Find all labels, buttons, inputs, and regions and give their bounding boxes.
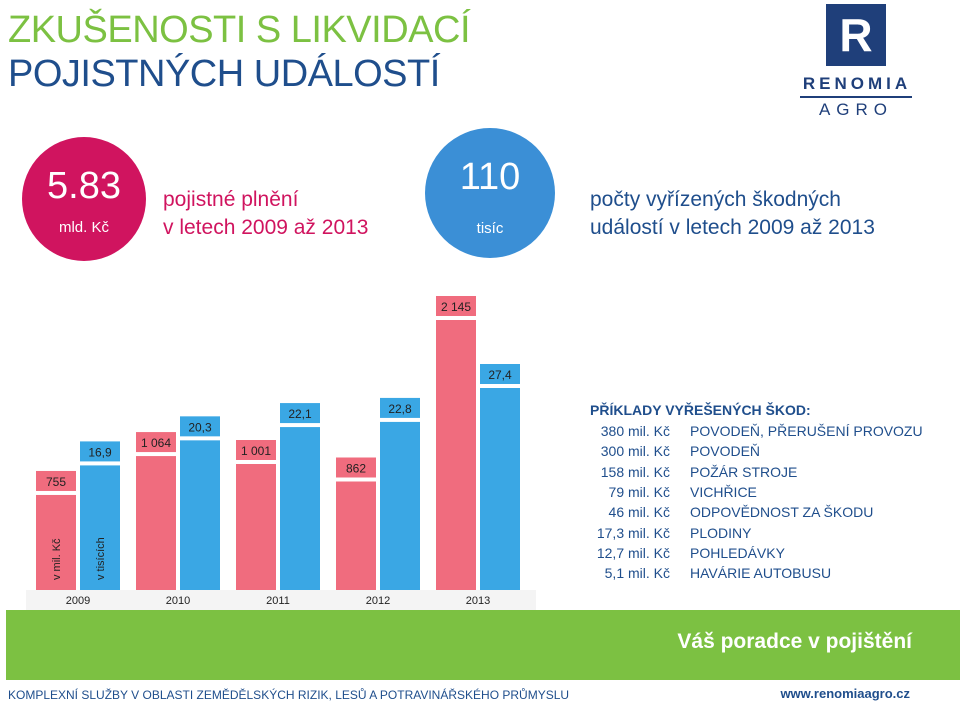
bar-payout-label-box	[236, 440, 276, 460]
example-amount: 79 mil. Kč	[608, 483, 670, 500]
x-tick-label: 2011	[266, 595, 290, 607]
payout-unit: mld. Kč	[58, 219, 109, 236]
bar-claims	[80, 465, 120, 590]
bar-claims-label-box	[480, 364, 520, 384]
example-amount: 300 mil. Kč	[600, 443, 670, 460]
services-text: KOMPLEXNÍ SLUŽBY V OBLASTI ZEMĚDĚLSKÝCH …	[8, 688, 570, 702]
example-description: PLODINY	[690, 524, 752, 541]
example-description: POVODEŇ, PŘERUŠENÍ PROVOZU	[690, 423, 923, 439]
bar-payout	[336, 481, 376, 590]
x-tick-label: 2012	[366, 595, 390, 607]
example-row: 300 mil. Kč POVODEŇ	[560, 443, 960, 463]
example-amount: 158 mil. Kč	[600, 463, 670, 480]
example-amount: 12,7 mil. Kč	[596, 544, 670, 561]
bar-payout-label-box	[436, 296, 476, 316]
example-row: 12,7 mil. Kč POHLEDÁVKY	[560, 545, 960, 565]
example-amount: 380 mil. Kč	[600, 423, 670, 439]
page-title: ZKUŠENOSTI S LIKVIDACÍ POJISTNÝCH UDÁLOS…	[8, 8, 471, 96]
example-row: 5,1 mil. Kč HAVÁRIE AUTOBUSU	[560, 565, 960, 585]
bar-payout-label-box	[136, 432, 176, 453]
logo-divider	[800, 96, 912, 98]
payout-description: pojistné plnění v letech 2009 až 2013	[163, 186, 369, 242]
payout-badge: 5.83 mld. Kč	[22, 137, 146, 261]
bar-payout-label: 862	[346, 461, 366, 475]
slogan: Váš poradce v pojištění	[677, 630, 912, 653]
bar-chart: 755 16,9 2009 1 064 20,3 2010 1 001 22,1 2011 862…	[26, 296, 536, 610]
example-row: 17,3 mil. Kč PLODINY	[560, 525, 960, 545]
payout-desc-line-2: v letech 2009 až 2013	[163, 216, 369, 239]
example-row: 380 mil. Kč POVODEŇ, PŘERUŠENÍ PROVOZU	[560, 423, 960, 443]
payout-value: 5.83	[47, 165, 121, 207]
bar-claims-label-box	[280, 403, 320, 424]
example-description: VICHŘICE	[690, 483, 757, 500]
bar-payout-label-box	[336, 457, 376, 478]
bar-claims-label: 22,1	[288, 407, 312, 421]
bar-payout	[36, 494, 76, 590]
example-amount: 5,1 mil. Kč	[604, 565, 670, 582]
example-description: POŽÁR STROJE	[690, 463, 798, 480]
bar-claims-label: 20,3	[188, 420, 212, 434]
bar-payout-label: 1 001	[241, 444, 271, 458]
claims-desc-line-1: počty vyřízených škodných	[590, 188, 841, 211]
bar-payout	[136, 456, 176, 590]
x-axis-band	[26, 590, 536, 610]
logo-sub: AGRO	[818, 100, 894, 119]
bar-claims	[180, 440, 220, 590]
footer-band: Váš poradce v pojištění	[6, 610, 960, 680]
bar-claims-label-box	[380, 397, 420, 418]
bar-payout-label-box	[36, 470, 76, 491]
bar-claims-label: 22,8	[388, 402, 412, 416]
payout-desc-line-1: pojistné plnění	[163, 188, 299, 211]
website-link[interactable]: www.renomiaagro.cz	[780, 686, 910, 701]
example-amount: 46 mil. Kč	[608, 504, 670, 521]
title-line-2: POJISTNÝCH UDÁLOSTÍ	[8, 53, 440, 95]
bar-payout-label: 755	[46, 475, 66, 489]
bar-claims-label-box	[180, 416, 220, 437]
logo-name: RENOMIA	[802, 74, 912, 93]
bar-claims	[380, 421, 420, 590]
claims-value: 110	[459, 156, 521, 198]
example-row: 79 mil. Kč VICHŘICE	[560, 484, 960, 504]
claims-unit: tisíc	[476, 220, 504, 237]
example-description: POHLEDÁVKY	[690, 544, 785, 561]
example-description: ODPOVĚDNOST ZA ŠKODU	[690, 504, 874, 521]
claims-desc-line-2: událostí v letech 2009 až 2013	[590, 216, 875, 239]
example-description: HAVÁRIE AUTOBUSU	[690, 565, 832, 582]
claims-description: počty vyřízených škodných událostí v let…	[590, 186, 875, 242]
claims-badge: 110 tisíc	[425, 128, 555, 258]
logo-letter: R	[839, 9, 873, 61]
title-line-1: ZKUŠENOSTI S LIKVIDACÍ	[8, 9, 471, 51]
claims-unit-label: v tisících	[95, 537, 107, 580]
bar-claims	[480, 388, 520, 590]
examples-heading: PŘÍKLADY VYŘEŠENÝCH ŠKOD:	[590, 402, 811, 418]
example-row: 158 mil. Kč POŽÁR STROJE	[560, 464, 960, 484]
example-amount: 17,3 mil. Kč	[596, 524, 670, 541]
bar-claims	[280, 427, 320, 590]
x-tick-label: 2013	[466, 595, 490, 607]
bar-payout-label: 1 064	[141, 436, 171, 450]
bar-payout	[236, 464, 276, 590]
example-row: 46 mil. Kč ODPOVĚDNOST ZA ŠKODU	[560, 504, 960, 524]
x-tick-label: 2009	[66, 595, 90, 607]
bar-claims-label: 27,4	[488, 368, 512, 382]
payout-unit-label: v mil. Kč	[51, 538, 63, 580]
bar-claims-label-box	[80, 441, 120, 462]
bar-payout-label: 2 145	[441, 300, 471, 314]
bar-claims-label: 16,9	[88, 445, 112, 459]
example-description: POVODEŇ	[690, 443, 761, 460]
logo: R	[826, 4, 886, 66]
x-tick-label: 2010	[166, 595, 190, 607]
bar-payout	[436, 320, 476, 590]
